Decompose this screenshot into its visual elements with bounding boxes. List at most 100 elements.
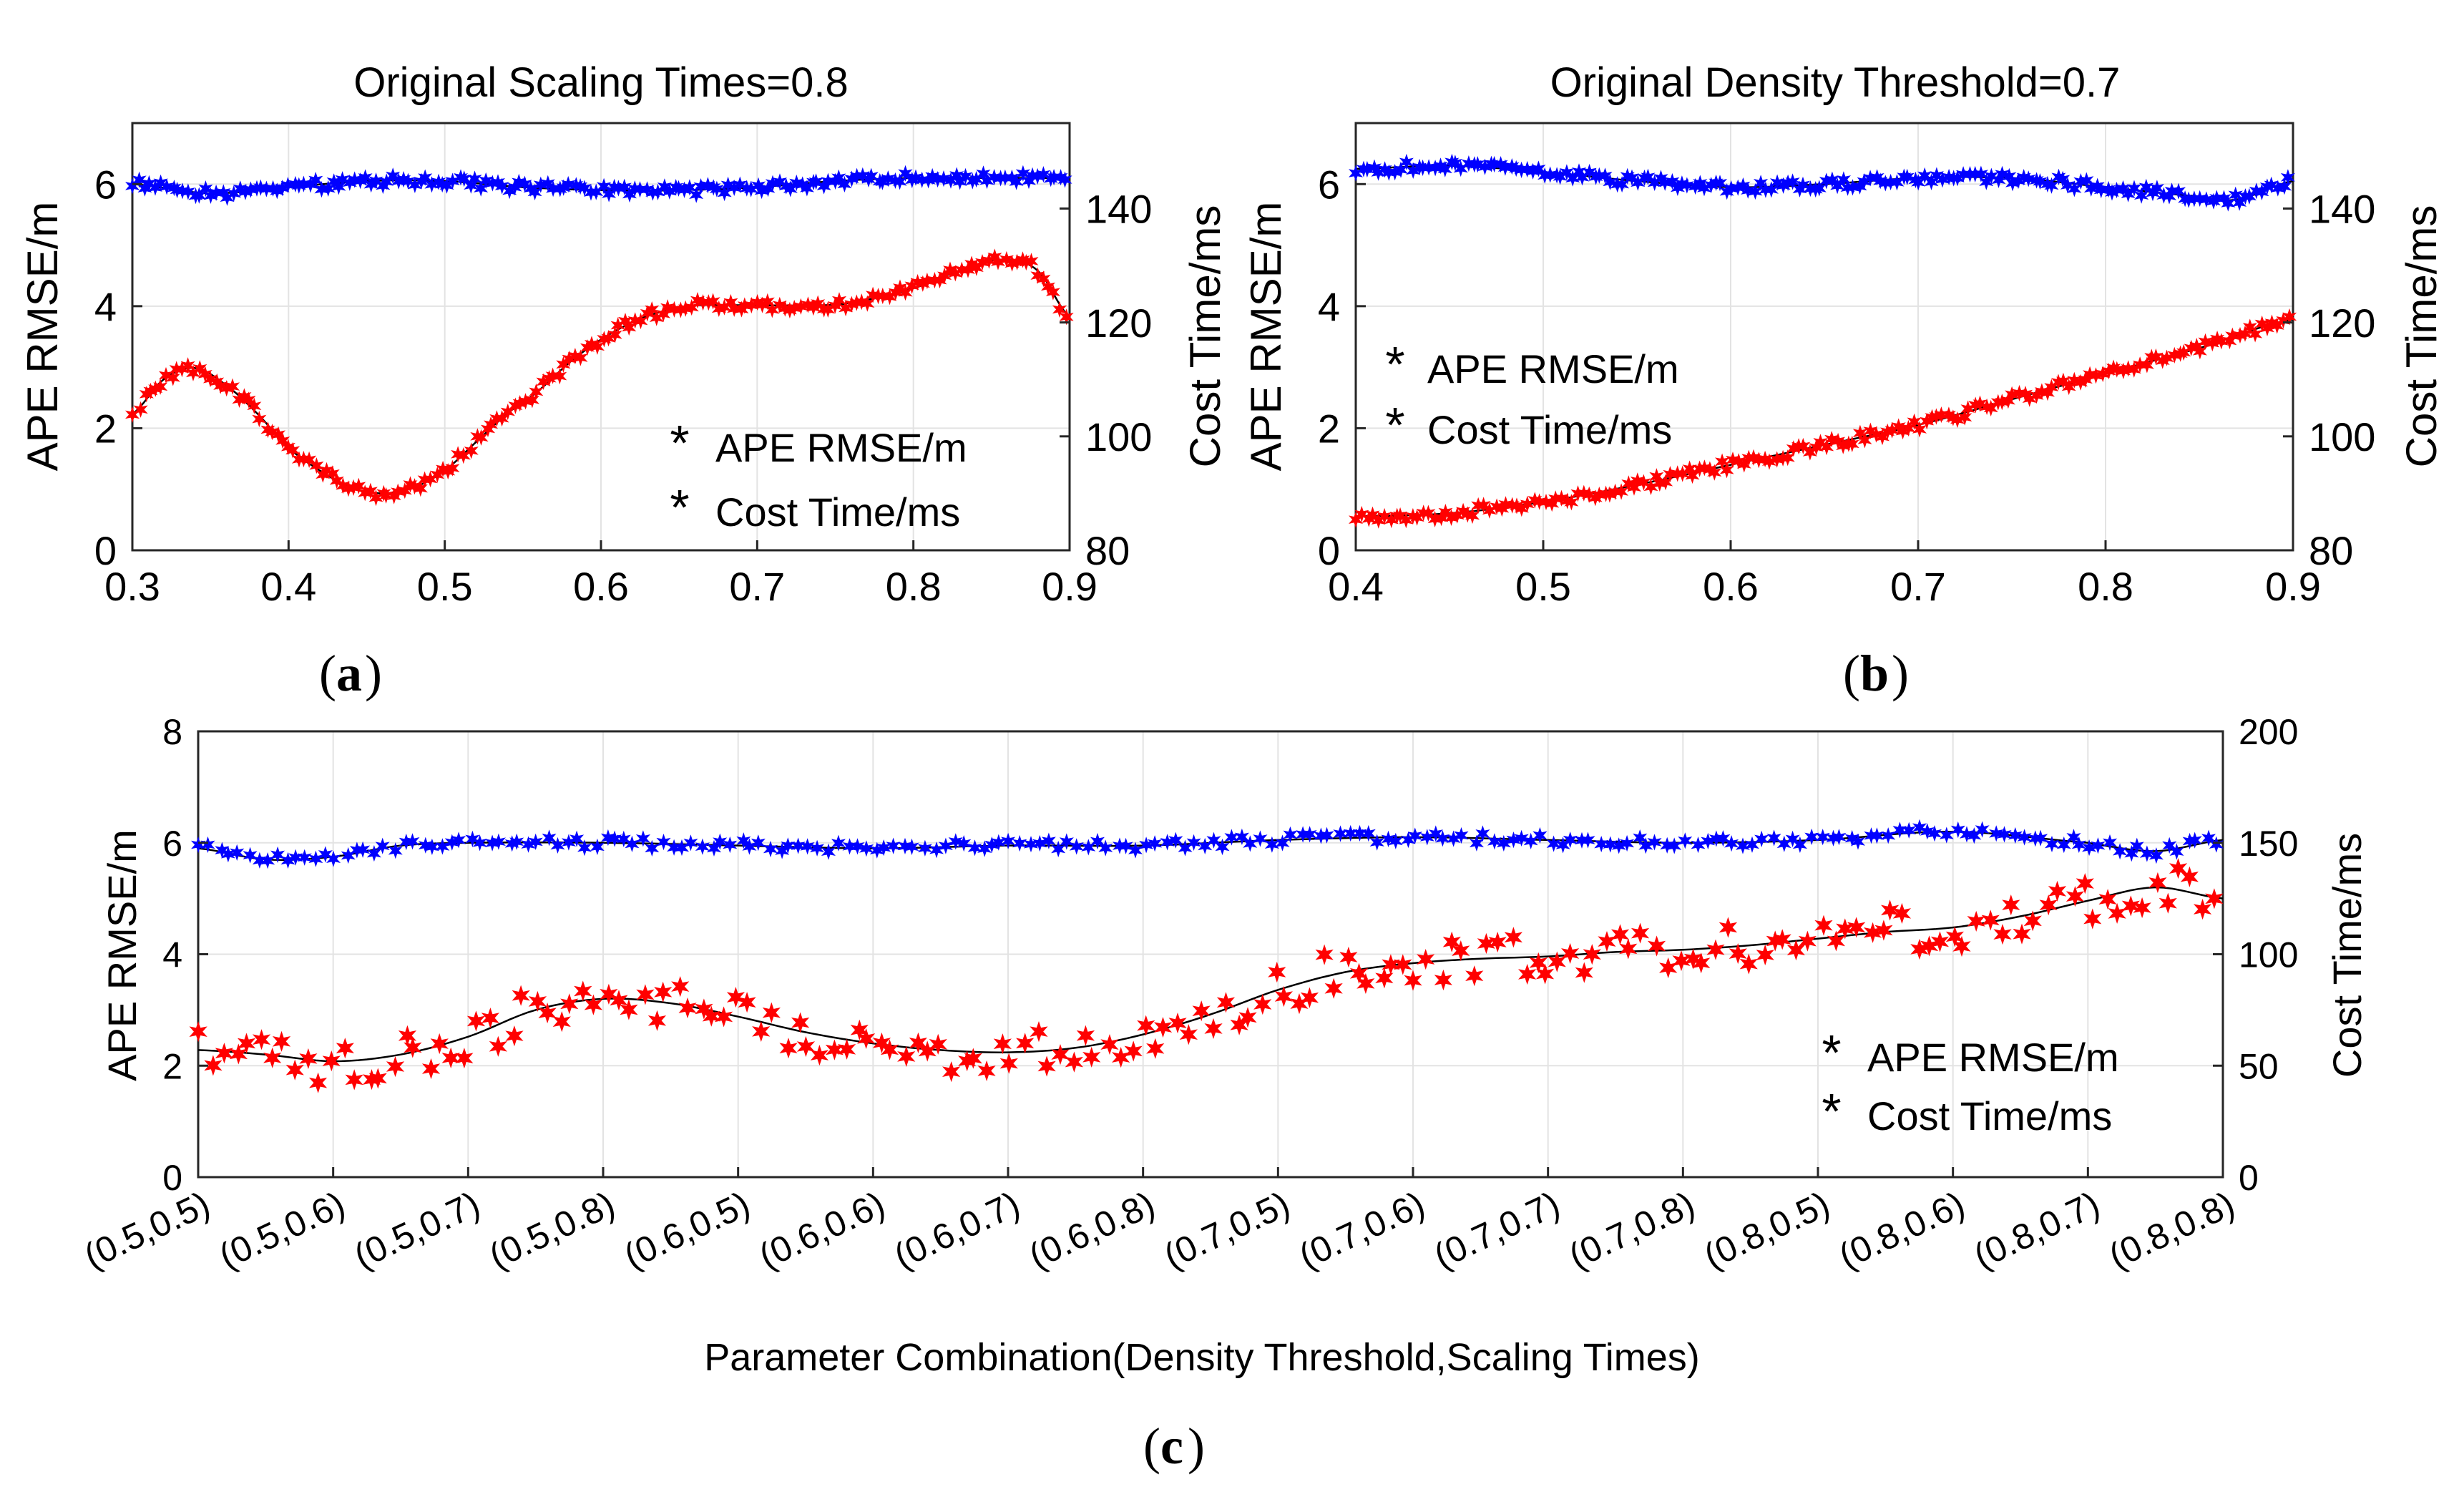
data-point-cost [345,1069,363,1091]
data-point-cost [1452,940,1470,962]
data-point-cost [363,482,378,499]
data-point-cost [192,360,207,377]
data-point-cost [929,1033,947,1055]
data-point-cost [1112,1047,1130,1068]
data-point-rmse [308,171,323,189]
data-point-cost [2076,873,2094,894]
data-point-cost [189,1021,207,1043]
data-point-rmse [864,167,879,185]
data-point-rmse [1902,821,1917,839]
data-point-cost [1706,939,1725,960]
data-point-rmse [821,843,836,860]
data-point-cost [2002,894,2020,916]
data-point-rmse [1198,837,1213,855]
data-point-rmse [160,178,175,195]
x-tick-label: (0.5,0.5) [78,1184,215,1276]
data-point-cost [285,1059,304,1081]
data-point-rmse [1785,173,1800,190]
data-point-rmse [723,836,738,854]
data-point-cost [560,993,579,1015]
data-point-cost [1827,930,1845,952]
data-point-cost [322,1050,341,1072]
data-point-cost [796,1035,816,1058]
data-point-cost [671,976,690,998]
y-tick-label-right: 80 [2309,528,2353,573]
data-point-cost [1504,927,1522,948]
data-point-cost [1382,954,1400,975]
data-point-rmse [842,838,857,855]
x-tick-label: 0.5 [417,564,473,609]
data-point-rmse [1716,830,1731,847]
data-point-cost [825,1039,844,1060]
data-point-rmse [1620,834,1635,852]
y-tick-label-left: 0 [162,1158,182,1198]
data-point-cost [552,1011,571,1033]
data-point-rmse [1582,163,1597,181]
data-point-cost [752,1020,771,1042]
data-point-rmse [2139,845,2154,862]
y-tick-label-left: 6 [94,162,117,207]
data-point-cost [538,1003,557,1024]
data-point-rmse [967,839,982,857]
data-point-cost [850,1019,869,1040]
data-point-rmse [1603,173,1618,190]
legend-marker-cost-c: * [1822,1083,1841,1139]
data-point-rmse [388,842,403,859]
data-point-cost [455,1048,474,1069]
data-point-cost [1394,954,1412,975]
y-tick-label-left: 4 [1318,284,1340,329]
data-point-rmse [270,846,285,864]
data-point-rmse [1603,836,1618,853]
ylabel-left-c: APE RMSE/m [99,829,145,1081]
data-point-rmse [1927,825,1942,842]
data-point-rmse [2280,169,2295,186]
data-point-rmse [2071,836,2086,854]
data-point-cost [1204,1018,1223,1039]
data-point-rmse [366,844,381,862]
data-point-rmse [1832,829,1847,846]
y-tick-label-left: 4 [94,284,117,329]
data-point-rmse [577,180,592,197]
data-point-cost [1168,1013,1187,1034]
data-point-rmse [1475,825,1490,842]
data-point-cost [153,378,168,395]
y-tick-label-right: 120 [1085,301,1152,346]
data-point-cost [489,1035,507,1057]
data-point-cost [1146,1038,1165,1059]
data-point-rmse [1900,168,1915,185]
legend-label-rmse-b: APE RMSE/m [1427,346,1679,391]
data-point-cost [600,983,618,1005]
data-point-rmse [2045,835,2060,853]
data-point-cost [1216,992,1236,1013]
data-point-cost [252,410,267,428]
data-point-cost [1356,972,1375,994]
data-point-cost [1561,942,1580,964]
data-point-rmse [751,834,766,852]
panel-paren-open-c: ( [1143,1418,1160,1475]
data-point-cost [1658,474,1673,491]
data-point-cost [705,293,720,310]
data-point-cost [1874,920,1893,941]
data-point-rmse [456,170,471,187]
series-marks-c [189,819,2224,1093]
panel-paren-open-a: ( [319,645,336,702]
data-point-rmse [1713,175,1728,192]
data-point-rmse [1754,175,1769,192]
x-tick-label: (0.6,0.7) [888,1184,1025,1276]
data-point-cost [1460,506,1475,523]
data-point-cost [2133,897,2151,919]
data-point-rmse [2201,829,2216,847]
data-point-rmse [936,170,951,187]
data-point-cost [336,1038,354,1059]
data-point-rmse [2056,836,2071,854]
data-point-rmse [1531,160,1546,177]
data-point-cost [1253,993,1272,1015]
legend-marker-rmse-a: * [670,415,689,471]
data-point-rmse [938,837,953,854]
data-point-cost [2098,889,2117,910]
data-point-cost [133,401,148,418]
data-point-rmse [1012,834,1027,852]
data-point-cost [1981,910,2000,931]
data-point-rmse [494,177,509,195]
